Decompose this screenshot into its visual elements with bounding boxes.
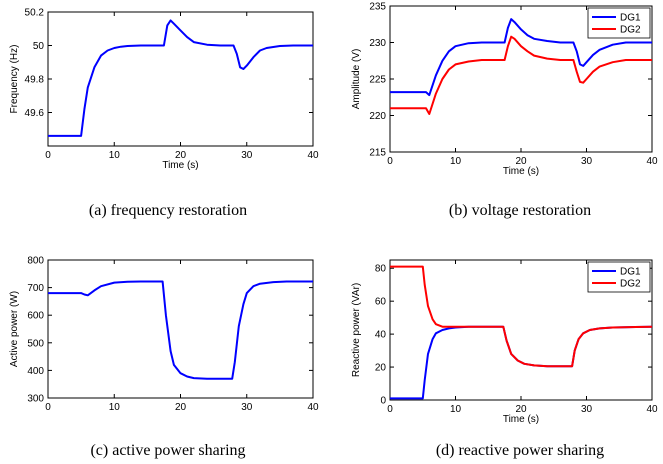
x-tick-label: 10 [109, 150, 121, 161]
y-tick-label: 800 [27, 256, 44, 267]
chart-1: 0 10 20 30 40 49.6 49.8 50 50.2 Time (s) Frequency… [9, 8, 319, 220]
y-tick-label: 0 [380, 396, 386, 407]
y-tick-label: 225 [369, 75, 386, 86]
y-tick-label: 600 [27, 311, 44, 322]
y-tick-label: 80 [375, 264, 387, 275]
y-tick-label: 49.8 [25, 75, 45, 86]
x-axis-label: Time (s) [162, 160, 198, 171]
chart-caption: (a) frequency restoration [89, 202, 247, 219]
chart-2: 0 10 20 30 40 215 220 225 230 235 Time (s) Amplitud… [351, 2, 658, 220]
y-tick-label: 400 [27, 366, 44, 377]
x-tick-label: 40 [307, 150, 319, 161]
y-tick-label: 49.6 [25, 108, 45, 119]
series-line-dg1 [390, 18, 652, 97]
series-line-1 [48, 280, 313, 380]
y-tick-label: 60 [375, 297, 387, 308]
x-axis-label: Time (s) [503, 414, 539, 425]
series-line-dg2 [390, 35, 652, 115]
y-tick-label: 215 [369, 148, 386, 159]
chart-caption: (b) voltage restoration [449, 202, 591, 219]
x-tick-label: 30 [581, 404, 593, 415]
x-tick-label: 40 [646, 156, 658, 167]
y-tick-label: 300 [27, 394, 44, 405]
x-tick-label: 30 [581, 156, 593, 167]
y-axis-label: Active power (W) [9, 291, 20, 367]
legend-label-dg2: DG2 [620, 25, 641, 36]
x-tick-label: 10 [450, 156, 462, 167]
x-tick-label: 20 [515, 156, 527, 167]
legend-label-dg1: DG1 [620, 13, 641, 24]
x-tick-label: 20 [175, 402, 187, 413]
x-tick-label: 40 [307, 402, 319, 413]
x-tick-label: 40 [646, 404, 658, 415]
y-tick-label: 700 [27, 283, 44, 294]
x-tick-label: 20 [515, 404, 527, 415]
x-tick-label: 0 [45, 402, 51, 413]
x-tick-label: 10 [109, 402, 121, 413]
y-tick-label: 235 [369, 2, 386, 13]
y-tick-label: 20 [375, 363, 387, 374]
x-tick-label: 0 [387, 156, 393, 167]
y-tick-label: 230 [369, 38, 386, 49]
x-tick-label: 10 [450, 404, 462, 415]
y-axis-label: Frequency (Hz) [9, 45, 20, 114]
y-axis-label: Amplitude (V) [351, 49, 362, 110]
chart-caption: (d) reactive power sharing [436, 442, 604, 459]
y-tick-label: 50.2 [25, 8, 45, 19]
x-tick-label: 0 [45, 150, 51, 161]
chart-4: 0 10 20 30 40 0 20 40 60 80 Time (s) Reactive power… [351, 259, 658, 459]
chart-3: 0 10 20 30 40 300 400 500 600 700 800 Active power … [9, 256, 319, 460]
x-axis-label: Time (s) [503, 166, 539, 177]
x-tick-label: 30 [241, 402, 253, 413]
y-tick-label: 50 [33, 41, 45, 52]
legend-label-dg2: DG2 [620, 279, 641, 290]
legend-box [587, 7, 651, 39]
x-tick-label: 30 [241, 150, 253, 161]
y-tick-label: 220 [369, 111, 386, 122]
plot-frame [47, 11, 314, 147]
y-tick-label: 500 [27, 338, 44, 349]
y-axis-label: Reactive power (VAr) [351, 283, 362, 377]
series-line-1 [48, 19, 313, 137]
legend-box [587, 261, 651, 293]
plot-frame [47, 259, 314, 399]
x-tick-label: 0 [387, 404, 393, 415]
chart-caption: (c) active power sharing [90, 442, 245, 459]
series-line-dg2 [390, 265, 653, 368]
x-tick-label: 20 [175, 150, 187, 161]
legend-label-dg1: DG1 [620, 267, 641, 278]
y-tick-label: 40 [375, 330, 387, 341]
